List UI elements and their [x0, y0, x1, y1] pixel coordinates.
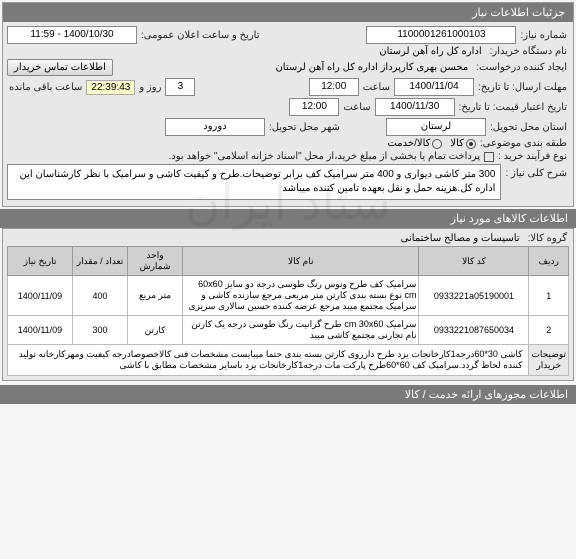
items-table: ردیف کد کالا نام کالا واحد شمارش تعداد /…: [7, 246, 569, 376]
time-label-2: ساعت: [341, 102, 372, 113]
group-label: گروه کالا:: [526, 233, 569, 244]
buyer-org-label: نام دستگاه خریدار:: [488, 46, 569, 57]
table-note-row: توضیحات خریدار کاشی 30*60درجه1کارخانجات …: [8, 345, 569, 376]
main-panel: جزئیات اطلاعات نیاز شماره نیاز: 11000012…: [2, 2, 574, 207]
radio-goods[interactable]: کالا: [450, 138, 476, 149]
table-cell: 1400/11/09: [8, 316, 73, 345]
table-cell: کارتن: [128, 316, 183, 345]
desc-text: 300 متر کاشی دیواری و 400 متر سرامیک کف …: [7, 164, 501, 200]
table-cell: 1400/11/09: [8, 276, 73, 316]
creator-label: ایجاد کننده درخواست:: [474, 62, 569, 73]
city-label: شهر محل تحویل:: [267, 122, 342, 133]
group-value: تاسیسات و مصالح ساختمانی: [397, 233, 524, 244]
th-index: ردیف: [529, 247, 569, 276]
province-label: استان محل تحویل:: [488, 122, 569, 133]
province-value: لرستان: [386, 118, 486, 136]
contact-button[interactable]: اطلاعات تماس خریدار: [7, 59, 113, 76]
radio-service-label: کالا/خدمت: [387, 138, 430, 149]
th-date: تاریخ نیاز: [8, 247, 73, 276]
creator-value: محسن بهرى کارپرداز اداره کل راه آهن لرست…: [271, 62, 472, 73]
remain-lbl: ساعت باقی مانده: [7, 82, 84, 93]
deadline-date: 1400/11/04: [394, 78, 474, 96]
radio-dot-icon: [466, 139, 476, 149]
countdown: 22:39:43: [86, 80, 135, 95]
radio-service[interactable]: کالا/خدمت: [387, 138, 442, 149]
table-cell: 300: [73, 316, 128, 345]
th-name: نام کالا: [183, 247, 419, 276]
buyer-org-value: اداره کل راه آهن لرستان: [375, 46, 485, 57]
radio-dot-icon: [432, 139, 442, 149]
table-cell: 0933221a05190001: [419, 276, 529, 316]
announce-label: تاریخ و ساعت اعلان عمومی:: [139, 30, 262, 41]
table-cell: سرامیک cm 30x60 طرح گرانیت رنگ طوسی درجه…: [183, 316, 419, 345]
announce-value: 1400/10/30 - 11:59: [7, 26, 137, 44]
table-cell: سرامیک کف طرح ونوس رنگ طوسی درجه دو سایز…: [183, 276, 419, 316]
table-cell: 2: [529, 316, 569, 345]
th-unit: واحد شمارش: [128, 247, 183, 276]
th-code: کد کالا: [419, 247, 529, 276]
panel-title: جزئیات اطلاعات نیاز: [3, 3, 573, 22]
subject-type-radios: کالا کالا/خدمت: [387, 138, 475, 149]
days-lbl: روز و: [137, 82, 163, 93]
deadline-time: 12:00: [309, 78, 359, 96]
note-cell: کاشی 30*60درجه1کارخانجات یزد طرح دارروی …: [8, 345, 529, 376]
city-value: دورود: [165, 118, 265, 136]
days-remaining: 3: [165, 78, 195, 96]
table-header-row: ردیف کد کالا نام کالا واحد شمارش تعداد /…: [8, 247, 569, 276]
subject-type-label: طبقه بندی موضوعی:: [478, 138, 569, 149]
need-no-value: 1100001261000103: [366, 26, 516, 44]
table-row: 20933221087650034سرامیک cm 30x60 طرح گرا…: [8, 316, 569, 345]
th-qty: تعداد / مقدار: [73, 247, 128, 276]
table-cell: 400: [73, 276, 128, 316]
validity-date: 1400/11/30: [375, 98, 455, 116]
validity-label: تاریخ اعتبار قیمت: تا تاریخ:: [457, 102, 569, 113]
table-row: 10933221a05190001سرامیک کف طرح ونوس رنگ …: [8, 276, 569, 316]
radio-goods-label: کالا: [450, 138, 464, 149]
desc-label: شرح کلی نیاز :: [503, 164, 569, 179]
purchase-type-label: نوع فرآیند خرید :: [496, 151, 569, 162]
purchase-note: پرداخت تمام یا بخشی از مبلغ خرید،از محل …: [167, 151, 483, 162]
deadline-label: مهلت ارسال: تا تاریخ:: [476, 82, 569, 93]
time-label-1: ساعت: [361, 82, 392, 93]
note-label-cell: توضیحات خریدار: [529, 345, 569, 376]
items-section-title: اطلاعات کالاهای مورد نیاز: [0, 209, 576, 228]
validity-time: 12:00: [289, 98, 339, 116]
purchase-checkbox[interactable]: [484, 152, 494, 162]
table-cell: متر مربع: [128, 276, 183, 316]
table-cell: 1: [529, 276, 569, 316]
need-no-label: شماره نیاز:: [518, 30, 569, 41]
table-cell: 0933221087650034: [419, 316, 529, 345]
footer-section-title: اطلاعات مجوزهای ارائه خدمت / کالا: [0, 385, 576, 404]
